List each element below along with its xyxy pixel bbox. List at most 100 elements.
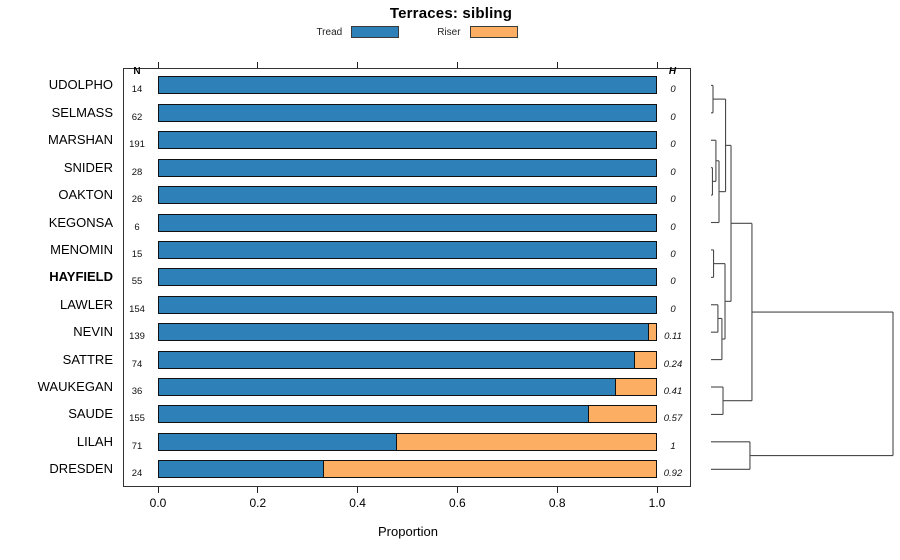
row-bar: [158, 240, 657, 259]
row-bar: [158, 213, 657, 232]
row-h-value: 0: [670, 139, 676, 151]
row-label: HAYFIELD: [49, 269, 113, 285]
row-bar: [158, 131, 657, 150]
row-n-value: 14: [131, 84, 143, 96]
row-label: NEVIN: [73, 324, 113, 340]
row-n-value: 36: [131, 386, 143, 398]
row-n-value: 62: [131, 111, 143, 123]
x-tick-label: 0.2: [249, 496, 267, 510]
bar-segment-riser: [396, 432, 657, 451]
row-h-value: 1: [670, 440, 676, 452]
row-label: MENOMIN: [50, 241, 113, 257]
x-tick-top: [456, 62, 458, 68]
row-bar: [158, 378, 657, 397]
row-n-value: 28: [131, 166, 143, 178]
row-label: LAWLER: [60, 296, 113, 312]
row-h-value: 0.11: [664, 331, 682, 343]
row-label: SATTRE: [62, 351, 113, 367]
row-label: WAUKEGAN: [37, 379, 113, 395]
row-label: DRESDEN: [49, 461, 113, 477]
row-bar: [158, 103, 657, 122]
row-bar: [158, 432, 657, 451]
x-tick-label: 1.0: [648, 496, 666, 510]
bar-segment-tread: [158, 76, 657, 95]
row-bar: [158, 350, 657, 369]
row-bar: [158, 295, 657, 314]
row-bar: [158, 323, 657, 342]
bar-segment-tread: [158, 240, 657, 259]
x-axis-title: Proportion: [378, 524, 438, 539]
x-tick: [257, 487, 259, 493]
row-bar: [158, 158, 657, 177]
row-n-value: 139: [129, 331, 145, 343]
x-tick-label: 0.8: [548, 496, 566, 510]
bar-segment-tread: [158, 103, 657, 122]
legend-label-tread: Tread: [316, 26, 343, 38]
x-tick-top: [157, 62, 159, 68]
bar-segment-riser: [588, 405, 657, 424]
row-label: SAUDE: [68, 406, 113, 422]
row-h-value: 0: [670, 194, 676, 206]
bar-segment-tread: [158, 268, 657, 287]
row-n-value: 191: [129, 139, 145, 151]
x-tick-label: 0.0: [149, 496, 167, 510]
row-h-value: 0: [670, 84, 676, 96]
row-h-value: 0: [670, 303, 676, 315]
x-tick: [357, 487, 359, 493]
row-bar: [158, 405, 657, 424]
x-tick: [157, 487, 159, 493]
row-label: KEGONSA: [48, 214, 113, 230]
legend: Tread Riser: [0, 26, 834, 38]
x-tick: [556, 487, 558, 493]
h-column-header: H: [668, 66, 677, 77]
row-h-value: 0.57: [663, 413, 683, 425]
row-h-value: 0.41: [663, 386, 683, 398]
row-label: UDOLPHO: [48, 77, 113, 93]
x-tick: [456, 487, 458, 493]
bar-segment-riser: [323, 460, 657, 479]
bar-segment-tread: [158, 158, 657, 177]
legend-item-tread: Tread: [316, 26, 400, 38]
bar-segment-riser: [648, 323, 657, 342]
row-n-value: 55: [131, 276, 143, 288]
row-h-value: 0: [670, 221, 676, 233]
bar-segment-tread: [158, 295, 657, 314]
row-label: LILAH: [76, 433, 113, 449]
row-n-value: 26: [131, 194, 143, 206]
row-h-value: 0: [670, 276, 676, 288]
row-n-value: 155: [129, 413, 145, 425]
bar-segment-tread: [158, 186, 657, 205]
x-tick-top: [257, 62, 259, 68]
row-n-value: 71: [131, 440, 143, 452]
row-h-value: 0.92: [663, 468, 683, 480]
row-n-value: 6: [134, 221, 140, 233]
row-bar: [158, 460, 657, 479]
x-tick-top: [556, 62, 558, 68]
legend-swatch-riser: [469, 26, 518, 38]
row-label: SELMASS: [51, 104, 113, 120]
legend-label-riser: Riser: [437, 26, 461, 38]
row-h-value: 0: [670, 166, 676, 178]
row-bar: [158, 268, 657, 287]
n-column-header: N: [133, 66, 141, 77]
row-h-value: 0.24: [663, 358, 683, 370]
x-tick-label: 0.4: [349, 496, 366, 510]
chart-title: Terraces: sibling: [389, 5, 513, 22]
row-bar: [158, 186, 657, 205]
bar-segment-tread: [158, 131, 657, 150]
x-tick-top: [357, 62, 359, 68]
x-tick: [656, 487, 658, 493]
bar-segment-tread: [158, 213, 657, 232]
bar-segment-riser: [634, 350, 657, 369]
legend-swatch-tread: [351, 26, 400, 38]
row-n-value: 15: [131, 248, 143, 260]
x-tick-top: [656, 62, 658, 68]
row-n-value: 74: [131, 358, 143, 370]
row-bar: [158, 76, 657, 95]
bar-segment-riser: [615, 378, 657, 397]
row-n-value: 154: [129, 303, 145, 315]
legend-item-riser: Riser: [437, 26, 518, 38]
